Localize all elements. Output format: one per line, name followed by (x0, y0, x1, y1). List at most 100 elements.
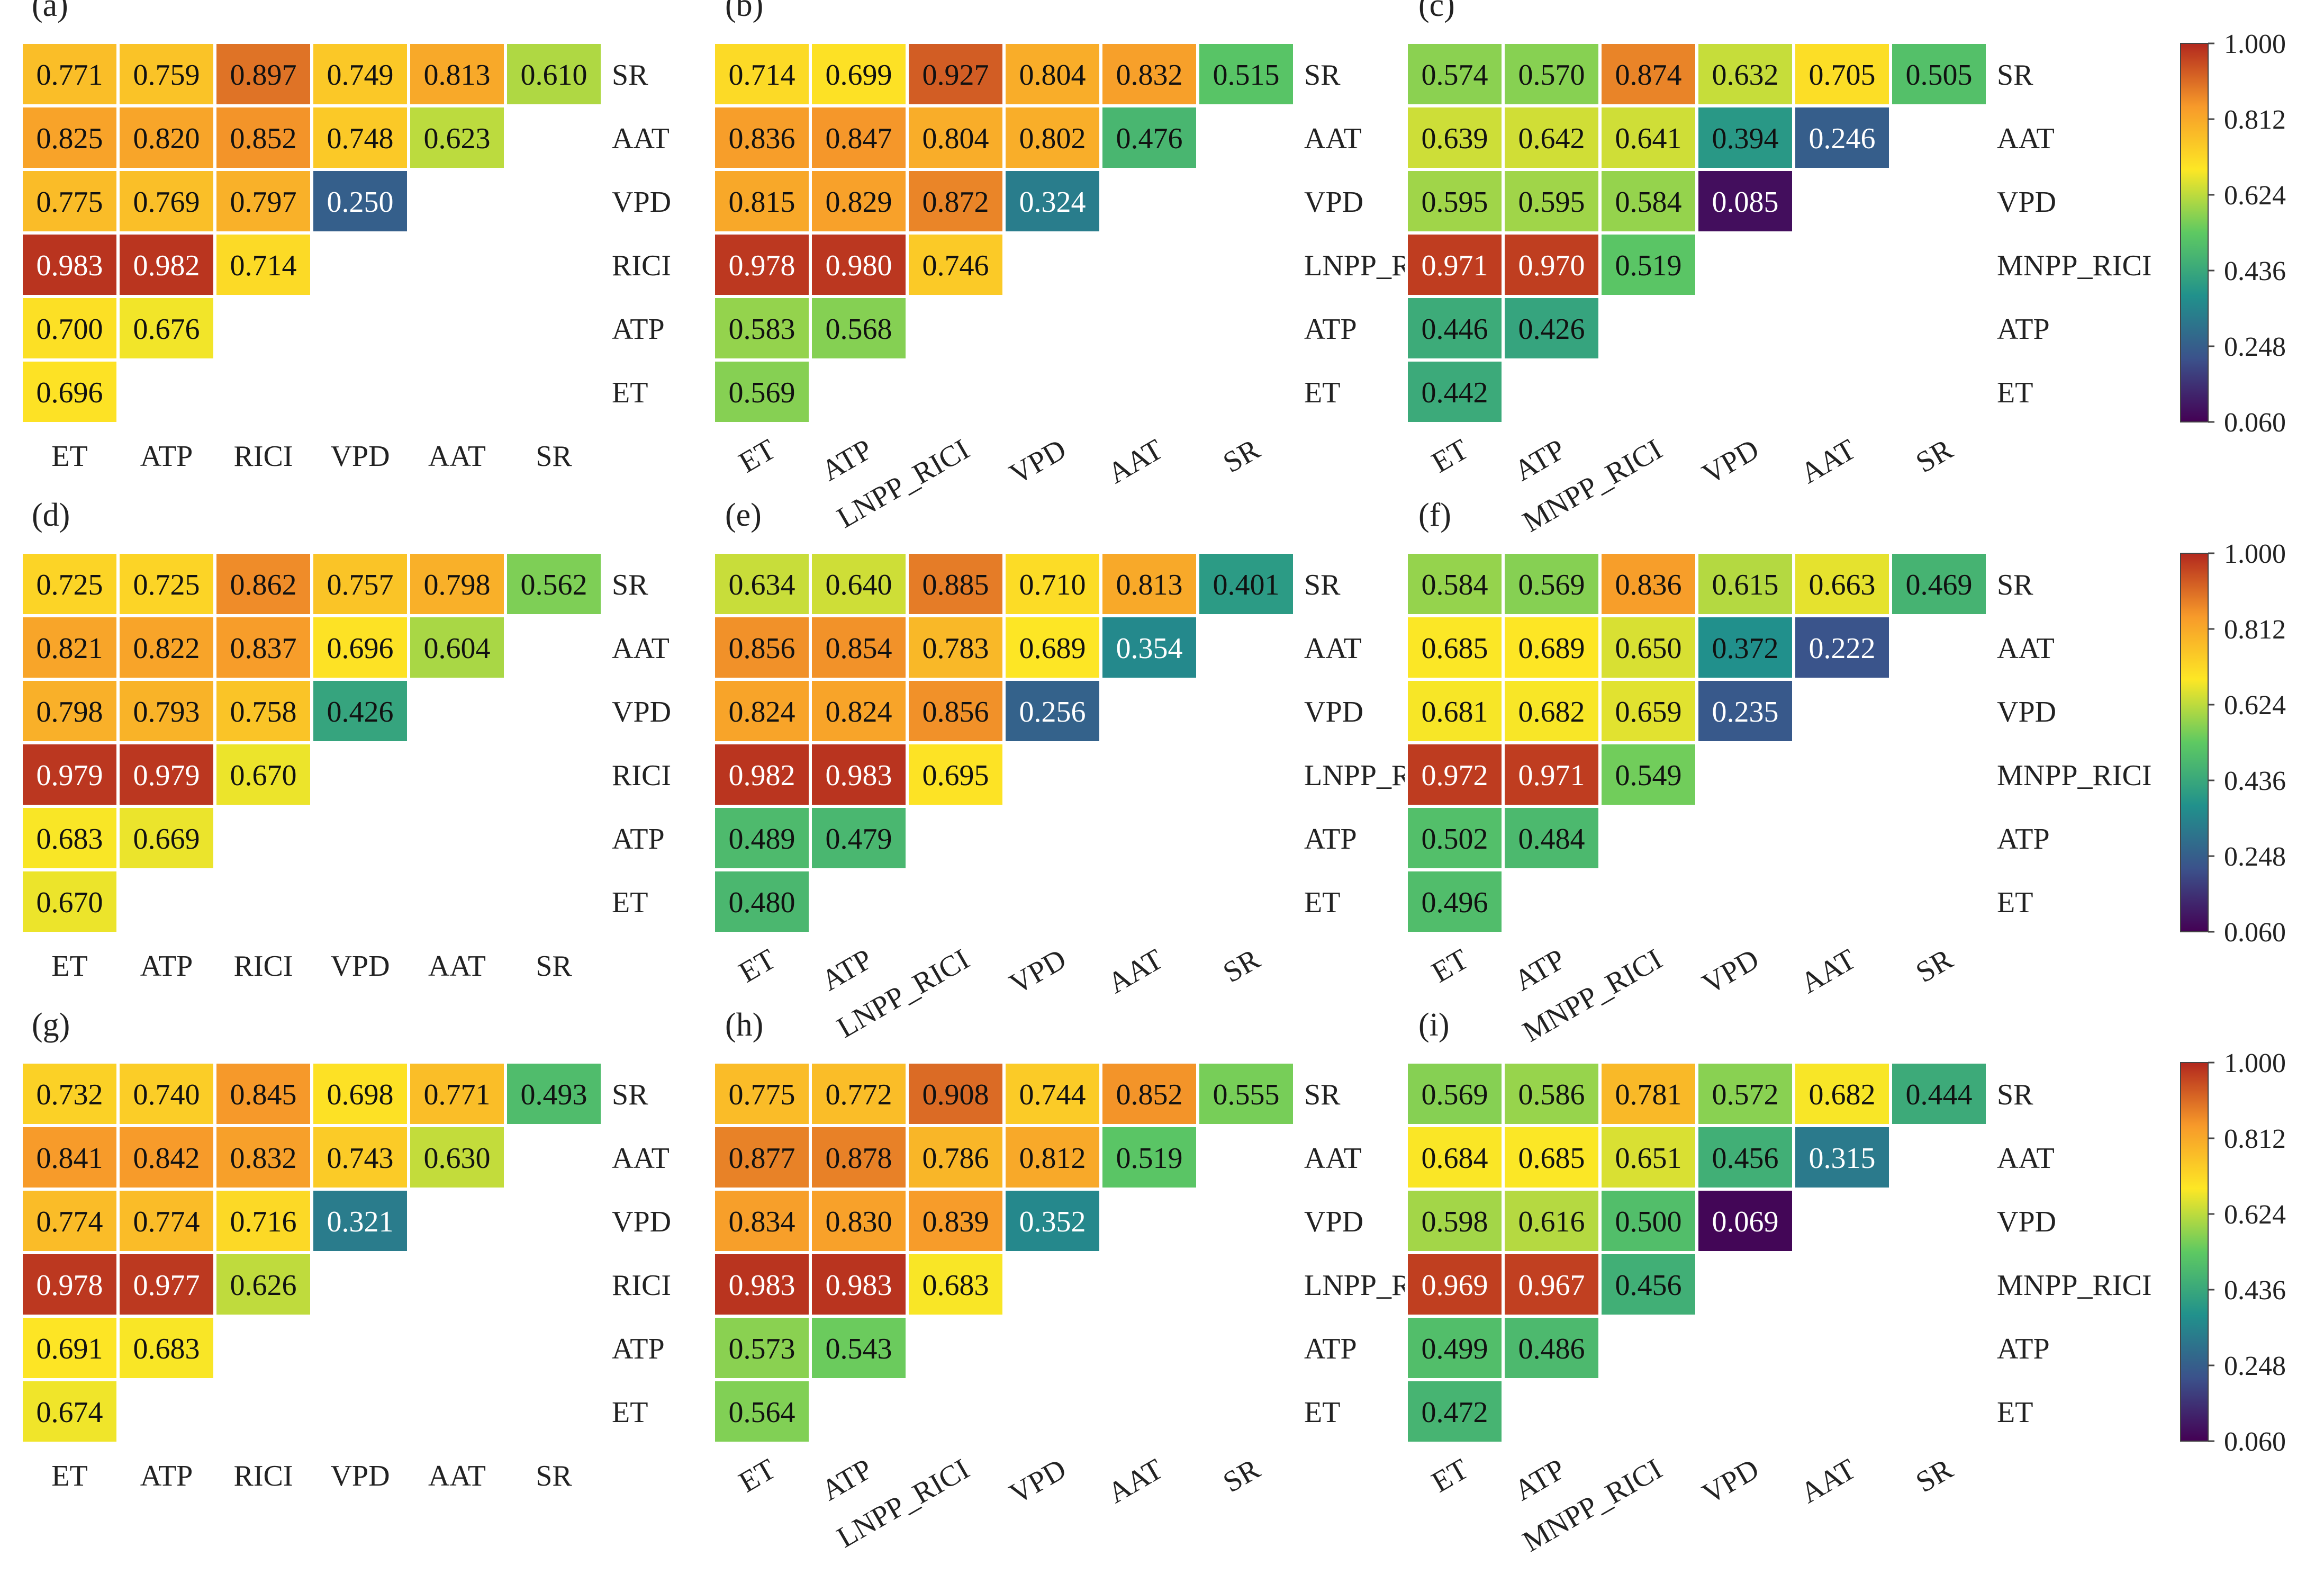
heatmap-cell (116, 104, 216, 171)
cell-value-label: 0.802 (1019, 122, 1086, 155)
heatmap-cell (1099, 1060, 1199, 1127)
heatmap-cell (213, 1060, 313, 1127)
cell-value-label: 0.499 (1422, 1333, 1488, 1365)
heatmap-panels: (a) 0.696 0.700 0.676 0.983 0.982 0.714 0.775 0.… (20, 0, 2152, 1559)
heatmap-cell (20, 868, 120, 935)
cell-value-label: 0.250 (327, 186, 394, 219)
heatmap-cell (213, 678, 313, 744)
cell-value-label: 0.630 (424, 1142, 491, 1175)
heatmap-cell (1405, 41, 1505, 107)
heatmap-cell (504, 1060, 604, 1127)
x-tick-label: AAT (1795, 1453, 1861, 1510)
cell-value-label: 0.908 (923, 1078, 989, 1111)
row-label: ATP (1997, 1333, 2050, 1365)
cell-value-label: 0.771 (37, 59, 103, 92)
cell-value-label: 0.696 (37, 376, 103, 409)
row-label: ET (1304, 376, 1340, 409)
x-tick-label: VPD (1697, 433, 1765, 491)
cell-value-label: 0.812 (1019, 1142, 1086, 1175)
x-tick-label: RICI (234, 1460, 293, 1492)
x-tick-label: AAT (428, 1460, 486, 1492)
heatmap-cell (1099, 614, 1199, 681)
cell-value-label: 0.584 (1615, 186, 1682, 219)
cell-value-label: 0.856 (729, 632, 795, 665)
cell-value-label: 0.623 (424, 122, 491, 155)
row-label: VPD (612, 696, 671, 728)
x-tick-label: VPD (1697, 1453, 1765, 1511)
row-label: ATP (1304, 313, 1357, 346)
heatmap-cell (310, 41, 410, 107)
cell-value-label: 0.472 (1422, 1396, 1488, 1429)
cell-value-label: 0.977 (133, 1269, 200, 1302)
cell-value-label: 0.824 (729, 696, 795, 728)
cell-value-label: 0.824 (826, 696, 892, 728)
cell-value-label: 0.759 (133, 59, 200, 92)
row-label: VPD (1304, 186, 1363, 219)
cell-value-label: 0.616 (1518, 1206, 1585, 1238)
cell-value-label: 0.771 (424, 1078, 491, 1111)
cell-value-label: 0.847 (826, 122, 892, 155)
cell-value-label: 0.670 (230, 759, 297, 792)
cell-value-label: 0.444 (1906, 1078, 1973, 1111)
cell-value-label: 0.500 (1615, 1206, 1682, 1238)
heatmap-cell (1695, 1060, 1795, 1127)
cell-value-label: 0.700 (37, 313, 103, 346)
cell-value-label: 0.813 (1116, 569, 1183, 601)
cell-value-label: 0.315 (1809, 1142, 1876, 1175)
colorbar-tick-label: 1.000 (2224, 539, 2286, 569)
cell-value-label: 0.775 (729, 1078, 795, 1111)
cell-value-label: 0.426 (1518, 313, 1585, 346)
cell-value-label: 0.804 (923, 122, 989, 155)
cell-value-label: 0.505 (1906, 59, 1973, 92)
heatmap-panel-f: (f) 0.496 0.502 0.484 0.972 0.971 0.549 0.681 0.… (1405, 497, 2152, 1049)
cell-value-label: 0.695 (923, 759, 989, 792)
row-label: ATP (612, 1333, 665, 1365)
cell-value-label: 0.748 (327, 122, 394, 155)
x-tick-label: VPD (1697, 943, 1765, 1001)
x-tick-label: RICI (234, 440, 293, 473)
row-label: MNPP_RICI (1997, 759, 2152, 792)
cell-value-label: 0.568 (826, 313, 892, 346)
heatmap-cell (1502, 104, 1602, 171)
cell-value-label: 0.874 (1615, 59, 1682, 92)
row-label: ATP (612, 313, 665, 346)
x-tick-label: SR (1218, 433, 1266, 479)
cell-value-label: 0.978 (729, 249, 795, 282)
heatmap-cell (1502, 295, 1602, 362)
cell-value-label: 0.682 (1518, 696, 1585, 728)
x-tick-label: SR (536, 440, 572, 473)
heatmap-cell (1695, 168, 1795, 235)
colorbar-tick-label: 0.812 (2224, 615, 2286, 645)
row-label: SR (1304, 569, 1341, 601)
x-tick-label: SR (1218, 942, 1266, 989)
heatmap-cell (906, 1188, 1006, 1254)
row-label: AAT (612, 122, 670, 155)
heatmap-cell (1889, 41, 1989, 107)
row-label: VPD (1997, 186, 2056, 219)
row-label: VPD (1997, 696, 2056, 728)
heatmap-cell (906, 1251, 1006, 1318)
heatmap-cell (809, 1060, 909, 1127)
cell-value-label: 0.246 (1809, 122, 1876, 155)
heatmap-cell (1502, 678, 1602, 744)
cell-value-label: 0.744 (1019, 1078, 1086, 1111)
heatmap-cell (116, 741, 216, 808)
heatmap-cell (310, 678, 410, 744)
heatmap-cell (116, 1315, 216, 1381)
heatmap-cell (407, 614, 507, 681)
row-label: AAT (1997, 122, 2055, 155)
heatmap-cell (712, 41, 812, 107)
cell-value-label: 0.456 (1712, 1142, 1779, 1175)
panel-label: (b) (725, 0, 763, 23)
cell-value-label: 0.569 (1422, 1078, 1488, 1111)
cell-value-label: 0.651 (1615, 1142, 1682, 1175)
x-tick-label: ET (51, 1460, 87, 1492)
cell-value-label: 0.714 (230, 249, 297, 282)
cell-value-label: 0.689 (1019, 632, 1086, 665)
heatmap-cell (1405, 1378, 1505, 1445)
cell-value-label: 0.852 (230, 122, 297, 155)
cell-value-label: 0.781 (1615, 1078, 1682, 1111)
heatmap-cell (310, 551, 410, 617)
cell-value-label: 0.854 (826, 632, 892, 665)
cell-value-label: 0.815 (729, 186, 795, 219)
